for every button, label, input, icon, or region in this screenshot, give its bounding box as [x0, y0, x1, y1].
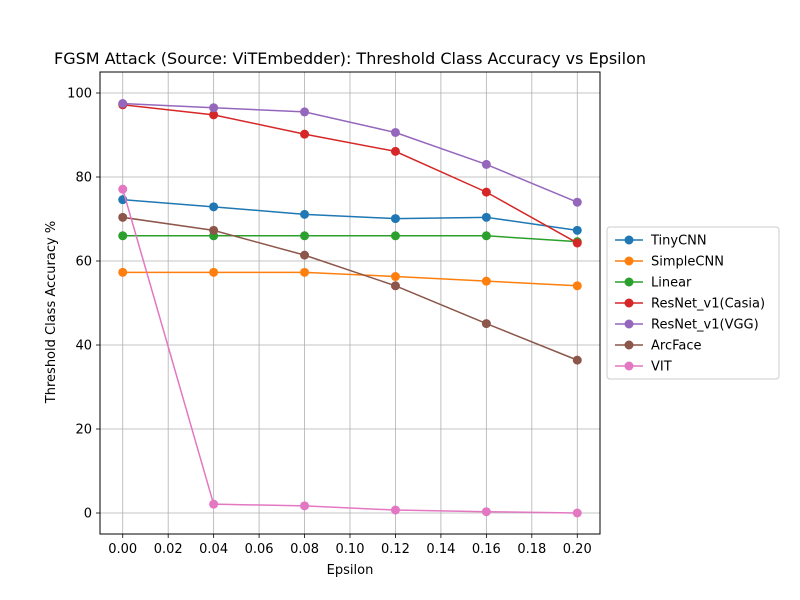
legend-label: ResNet_v1(VGG) [651, 318, 759, 333]
legend-label: SimpleCNN [651, 255, 724, 270]
legend-item: ResNet_v1(VGG) [615, 318, 759, 333]
data-point [118, 99, 128, 108]
legend-item: SimpleCNN [615, 255, 724, 270]
series-resnet-v1-vgg- [118, 99, 582, 207]
x-tick-label: 0.06 [245, 542, 274, 557]
legend-item: Linear [615, 276, 692, 291]
grid-lines [100, 72, 600, 534]
series-line [122, 216, 578, 361]
data-point [481, 319, 491, 329]
x-tick-label: 0.20 [563, 542, 592, 557]
legend-item: ResNet_v1(Casia) [615, 297, 765, 312]
series-line [122, 104, 578, 244]
series-simplecnn [118, 267, 582, 291]
y-tick-label: 40 [75, 339, 92, 354]
data-point [118, 184, 128, 194]
x-tick-label: 0.10 [336, 542, 365, 557]
data-point [481, 507, 491, 517]
chart-title: FGSM Attack (Source: ViTEmbedder): Thres… [54, 49, 646, 68]
legend-marker [624, 340, 634, 350]
y-tick-label: 0 [84, 507, 92, 522]
legend-item: TinyCNN [615, 234, 707, 249]
data-point [390, 272, 400, 282]
data-point [118, 267, 128, 277]
y-axis-label: Threshold Class Accuracy % [44, 221, 59, 404]
data-point [300, 250, 310, 260]
y-tick-label: 20 [75, 423, 92, 438]
x-tick-label: 0.02 [154, 542, 183, 557]
data-point [572, 197, 582, 207]
data-point [209, 110, 219, 120]
x-tick-label: 0.12 [381, 542, 410, 557]
series-line [122, 102, 578, 203]
series-line [122, 235, 578, 243]
data-point [209, 103, 219, 113]
x-tick-label: 0.18 [517, 542, 546, 557]
data-point [572, 508, 582, 518]
data-point [300, 501, 310, 511]
data-point [572, 238, 582, 248]
data-point [390, 231, 400, 241]
data-point [481, 231, 491, 241]
data-point [300, 129, 310, 139]
legend-label: TinyCNN [650, 234, 707, 249]
legend-marker [624, 298, 634, 308]
data-point [390, 281, 400, 291]
legend-label: Linear [651, 276, 692, 291]
legend-label: ResNet_v1(Casia) [651, 297, 765, 312]
y-tick-label: 100 [67, 87, 92, 102]
legend-item: VIT [615, 360, 672, 375]
legend-marker [624, 319, 634, 329]
data-point [300, 267, 310, 277]
data-point [390, 214, 400, 224]
data-point [572, 281, 582, 291]
series-line [122, 271, 578, 287]
legend-label: ArcFace [651, 339, 702, 354]
x-tick-label: 0.00 [108, 542, 137, 557]
data-point [481, 276, 491, 286]
data-point [481, 212, 491, 222]
x-tick-label: 0.08 [290, 542, 319, 557]
data-point [118, 231, 128, 241]
data-point [300, 231, 310, 241]
data-point [209, 267, 219, 277]
data-point [209, 225, 219, 235]
legend-marker [624, 361, 634, 371]
series-line [122, 188, 578, 514]
data-point [390, 127, 400, 137]
x-tick-label: 0.14 [426, 542, 455, 557]
legend-label: VIT [651, 360, 672, 375]
series-line [122, 198, 578, 232]
legend-item: ArcFace [615, 339, 702, 354]
legend-marker [624, 256, 634, 266]
y-tick-label: 60 [75, 255, 92, 270]
y-tick-label: 80 [75, 171, 92, 186]
data-point [209, 202, 219, 212]
legend-marker [624, 277, 634, 287]
legend: TinyCNN SimpleCNN Linear ResNet_v1(Casia) Re… [606, 226, 780, 380]
data-point [572, 225, 582, 235]
data-point [481, 187, 491, 197]
series-tinycnn [118, 195, 582, 235]
series-layer [118, 99, 582, 518]
x-tick-label: 0.16 [472, 542, 501, 557]
legend-box [606, 226, 780, 380]
data-point [390, 146, 400, 156]
data-point [300, 209, 310, 219]
x-axis-label: Epsilon [327, 563, 374, 578]
data-point [481, 159, 491, 169]
series-vit [118, 184, 582, 518]
series-arcface [118, 212, 582, 365]
data-point [209, 499, 219, 509]
data-point [390, 505, 400, 515]
data-point [572, 355, 582, 365]
data-point [300, 107, 310, 117]
axis-ticks: 0.00 0.02 0.04 0.06 0.08 0.10 0.12 0.14 0.16 0.18… [67, 87, 592, 558]
data-point [118, 212, 128, 222]
x-tick-label: 0.04 [199, 542, 228, 557]
legend-marker [624, 235, 634, 245]
